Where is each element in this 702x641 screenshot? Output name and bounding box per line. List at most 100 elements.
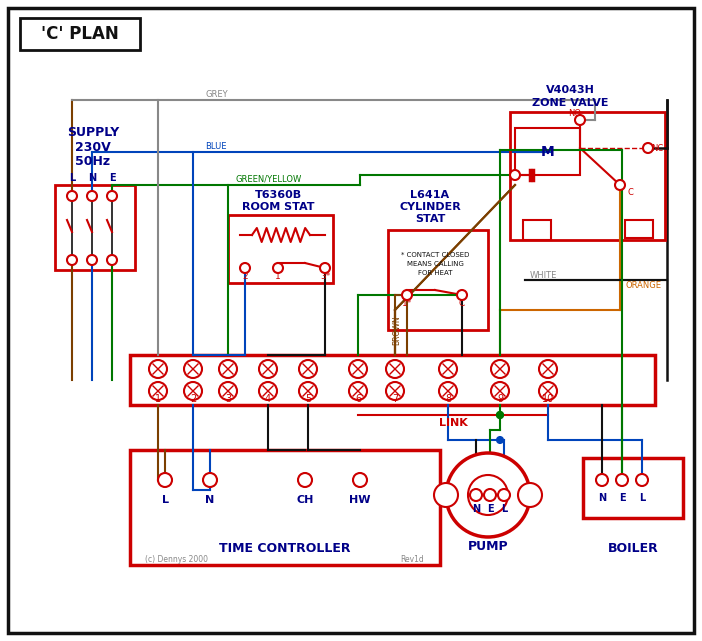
Text: * CONTACT CLOSED: * CONTACT CLOSED (401, 252, 469, 258)
Circle shape (203, 473, 217, 487)
Text: L: L (501, 504, 507, 514)
Circle shape (616, 474, 628, 486)
Circle shape (107, 255, 117, 265)
Circle shape (457, 290, 467, 300)
Text: 1: 1 (275, 272, 281, 281)
Bar (20, 18, 140, 50)
Text: CYLINDER: CYLINDER (399, 202, 461, 212)
Circle shape (386, 360, 404, 378)
Circle shape (67, 191, 77, 201)
Bar (130, 450, 440, 565)
Text: 6: 6 (355, 394, 361, 404)
Text: C: C (459, 299, 465, 308)
Circle shape (386, 382, 404, 400)
Circle shape (439, 382, 457, 400)
Circle shape (149, 360, 167, 378)
Text: BROWN: BROWN (392, 315, 402, 345)
Text: NC: NC (651, 144, 663, 153)
Circle shape (491, 382, 509, 400)
Text: L: L (69, 173, 75, 183)
Text: 8: 8 (445, 394, 451, 404)
Bar (523, 220, 551, 240)
Text: 230V: 230V (75, 140, 111, 153)
Text: ORANGE: ORANGE (625, 281, 661, 290)
Text: STAT: STAT (415, 214, 445, 224)
Circle shape (67, 255, 77, 265)
Circle shape (87, 191, 97, 201)
Circle shape (107, 191, 117, 201)
Text: 9: 9 (497, 394, 503, 404)
Bar (515, 128, 580, 175)
Bar (510, 112, 665, 240)
Text: L: L (161, 495, 168, 505)
Circle shape (498, 489, 510, 501)
Text: 1*: 1* (402, 299, 412, 308)
Text: 4: 4 (265, 394, 271, 404)
Text: C: C (627, 188, 633, 197)
Circle shape (402, 290, 412, 300)
Bar (130, 355, 655, 405)
Text: ZONE VALVE: ZONE VALVE (531, 98, 608, 108)
Circle shape (219, 360, 237, 378)
Circle shape (299, 382, 317, 400)
Circle shape (615, 180, 625, 190)
Text: Rev1d: Rev1d (400, 556, 424, 565)
Text: L641A: L641A (411, 190, 449, 200)
Bar (583, 458, 683, 518)
Text: N: N (598, 493, 606, 503)
Bar (228, 215, 333, 283)
Circle shape (149, 382, 167, 400)
Text: N: N (88, 173, 96, 183)
Circle shape (299, 360, 317, 378)
Circle shape (510, 170, 520, 180)
Circle shape (240, 263, 250, 273)
Circle shape (468, 475, 508, 515)
Circle shape (259, 382, 277, 400)
Text: 5: 5 (305, 394, 311, 404)
Text: ROOM STAT: ROOM STAT (241, 202, 314, 212)
Text: SUPPLY: SUPPLY (67, 126, 119, 138)
Bar (55, 185, 135, 270)
Circle shape (491, 360, 509, 378)
Circle shape (636, 474, 648, 486)
Text: N: N (472, 504, 480, 514)
Circle shape (219, 382, 237, 400)
Circle shape (497, 412, 503, 418)
Text: (c) Dennys 2000: (c) Dennys 2000 (145, 556, 208, 565)
Circle shape (273, 263, 283, 273)
Text: 2: 2 (242, 272, 248, 281)
Text: N: N (206, 495, 215, 505)
Text: 3: 3 (225, 394, 231, 404)
Text: LINK: LINK (439, 418, 468, 428)
Text: HW: HW (350, 495, 371, 505)
Text: E: E (486, 504, 494, 514)
Circle shape (470, 489, 482, 501)
Circle shape (518, 483, 542, 507)
Circle shape (184, 382, 202, 400)
Text: PUMP: PUMP (468, 540, 508, 553)
Circle shape (349, 360, 367, 378)
Bar (388, 230, 488, 330)
Text: L: L (639, 493, 645, 503)
Circle shape (259, 360, 277, 378)
Circle shape (158, 473, 172, 487)
Text: WHITE: WHITE (530, 271, 557, 279)
Circle shape (643, 143, 653, 153)
Circle shape (539, 360, 557, 378)
Text: 10: 10 (542, 394, 554, 404)
Circle shape (497, 437, 503, 443)
Text: 2: 2 (190, 394, 196, 404)
Circle shape (497, 412, 503, 418)
Text: BOILER: BOILER (608, 542, 658, 554)
Text: 7: 7 (392, 394, 398, 404)
Circle shape (484, 489, 496, 501)
Text: BLUE: BLUE (205, 142, 227, 151)
Circle shape (349, 382, 367, 400)
Circle shape (320, 263, 330, 273)
Circle shape (87, 255, 97, 265)
Circle shape (353, 473, 367, 487)
Text: M: M (541, 145, 555, 159)
Bar (625, 220, 653, 238)
Circle shape (539, 382, 557, 400)
Text: TIME CONTROLLER: TIME CONTROLLER (219, 542, 351, 554)
